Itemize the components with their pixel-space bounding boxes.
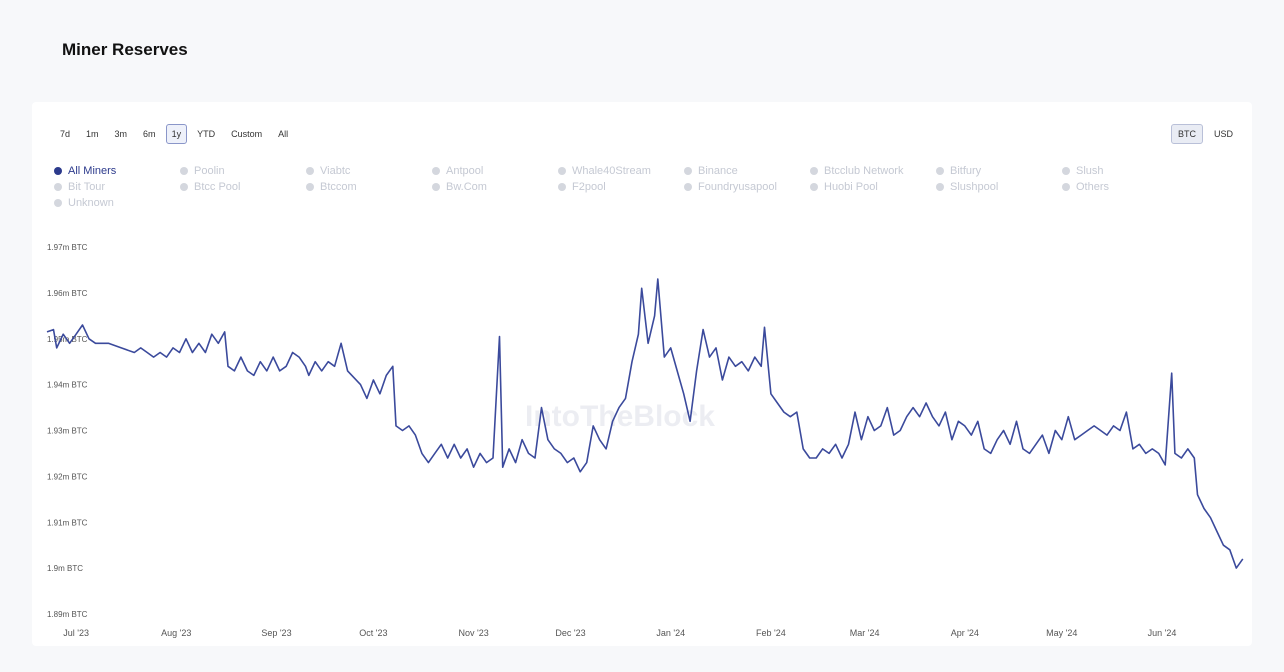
range-button-ytd[interactable]: YTD <box>197 129 216 139</box>
x-tick-label: Jul '23 <box>63 628 89 638</box>
legend-label: All Miners <box>68 165 117 177</box>
legend-dot-icon <box>54 199 62 207</box>
range-button-all[interactable]: All <box>278 129 289 139</box>
unit-button-usd[interactable]: USD <box>1213 129 1233 139</box>
legend-item[interactable]: Antpool <box>432 164 558 178</box>
unit-button-btc[interactable]: BTC <box>1170 124 1203 144</box>
legend-label: Viabtc <box>320 165 351 177</box>
range-button-6m[interactable]: 6m <box>143 129 156 139</box>
legend-label: Poolin <box>194 165 225 177</box>
legend-item[interactable]: Btcc Pool <box>180 180 306 194</box>
y-tick-label: 1.93m BTC <box>47 427 88 436</box>
legend-dot-icon <box>180 167 188 175</box>
legend-dot-icon <box>306 183 314 191</box>
legend-item[interactable]: Huobi Pool <box>810 180 936 194</box>
legend-label: Slushpool <box>950 181 999 193</box>
legend-label: Foundryusapool <box>698 181 777 193</box>
y-tick-label: 1.97m BTC <box>47 243 88 252</box>
legend-item[interactable]: Slush <box>1062 164 1188 178</box>
legend-label: Huobi Pool <box>824 181 878 193</box>
legend-item[interactable]: Poolin <box>180 164 306 178</box>
legend-label: Unknown <box>68 197 114 209</box>
legend-dot-icon <box>180 183 188 191</box>
x-tick-label: Oct '23 <box>359 628 387 638</box>
legend-label: Btcclub Network <box>824 165 904 177</box>
legend-label: Slush <box>1076 165 1104 177</box>
legend-dot-icon <box>684 167 692 175</box>
legend-dot-icon <box>1062 167 1070 175</box>
x-tick-label: Jun '24 <box>1148 628 1177 638</box>
legend-item[interactable]: Bit Tour <box>54 180 180 194</box>
legend-dot-icon <box>1062 183 1070 191</box>
legend-dot-icon <box>684 183 692 191</box>
legend-label: Whale40Stream <box>572 165 651 177</box>
legend-item[interactable]: Others <box>1062 180 1188 194</box>
legend-dot-icon <box>432 167 440 175</box>
legend-item[interactable]: Btccom <box>306 180 432 194</box>
legend-dot-icon <box>432 183 440 191</box>
legend-item[interactable]: Slushpool <box>936 180 1062 194</box>
unit-selector: BTC USD <box>1170 124 1240 144</box>
legend-dot-icon <box>558 167 566 175</box>
legend-dot-icon <box>810 167 818 175</box>
range-button-7d[interactable]: 7d <box>60 129 71 139</box>
time-range-selector: 7d 1m 3m 6m 1y YTD Custom All <box>54 124 294 144</box>
legend-label: Bw.Com <box>446 181 487 193</box>
legend-item[interactable]: Bitfury <box>936 164 1062 178</box>
chart-card: 7d 1m 3m 6m 1y YTD Custom All BTC USD All Miners… <box>32 102 1252 646</box>
range-button-1y[interactable]: 1y <box>165 124 188 144</box>
legend-label: F2pool <box>572 181 606 193</box>
x-tick-label: Aug '23 <box>161 628 191 638</box>
y-tick-label: 1.96m BTC <box>47 289 88 298</box>
range-button-custom[interactable]: Custom <box>231 129 263 139</box>
y-tick-label: 1.89m BTC <box>47 610 88 619</box>
y-tick-label: 1.9m BTC <box>47 564 83 573</box>
legend-item[interactable]: Bw.Com <box>432 180 558 194</box>
x-tick-label: May '24 <box>1046 628 1077 638</box>
y-tick-label: 1.92m BTC <box>47 472 88 481</box>
legend-item[interactable]: F2pool <box>558 180 684 194</box>
legend-label: Bit Tour <box>68 181 106 193</box>
y-tick-label: 1.91m BTC <box>47 518 88 527</box>
page-title: Miner Reserves <box>62 40 188 59</box>
x-tick-label: Sep '23 <box>261 628 291 638</box>
legend-dot-icon <box>810 183 818 191</box>
range-button-1m[interactable]: 1m <box>86 129 99 139</box>
legend-label: Bitfury <box>950 165 982 177</box>
legend-dot-icon <box>936 183 944 191</box>
y-tick-label: 1.94m BTC <box>47 381 88 390</box>
x-tick-label: Apr '24 <box>951 628 979 638</box>
legend-item[interactable]: Viabtc <box>306 164 432 178</box>
range-button-3m[interactable]: 3m <box>114 129 128 139</box>
legend-item[interactable]: Whale40Stream <box>558 164 684 178</box>
series-line-all-miners <box>46 278 1244 569</box>
x-tick-label: Nov '23 <box>458 628 488 638</box>
legend-label: Btccom <box>320 181 357 193</box>
x-tick-label: Dec '23 <box>555 628 585 638</box>
legend: All Miners Poolin Viabtc Antpool Whale40Stre… <box>54 164 1134 210</box>
legend-dot-icon <box>558 183 566 191</box>
legend-item[interactable]: Unknown <box>54 196 180 210</box>
series-group <box>46 278 1244 569</box>
legend-label: Btcc Pool <box>194 181 241 193</box>
x-tick-label: Mar '24 <box>850 628 880 638</box>
legend-item[interactable]: Foundryusapool <box>684 180 810 194</box>
legend-dot-icon <box>54 167 62 175</box>
legend-label: Others <box>1076 181 1110 193</box>
x-tick-label: Jan '24 <box>656 628 685 638</box>
legend-item[interactable]: Btcclub Network <box>810 164 936 178</box>
x-tick-label: Feb '24 <box>756 628 786 638</box>
legend-dot-icon <box>936 167 944 175</box>
legend-dot-icon <box>54 183 62 191</box>
legend-dot-icon <box>306 167 314 175</box>
x-axis: Jul '23 Aug '23 Sep '23 Oct '23 Nov '23 Dec '… <box>63 628 1176 638</box>
legend-label: Antpool <box>446 165 484 177</box>
legend-label: Binance <box>698 165 738 177</box>
legend-item[interactable]: Binance <box>684 164 810 178</box>
legend-item[interactable]: All Miners <box>54 164 180 178</box>
